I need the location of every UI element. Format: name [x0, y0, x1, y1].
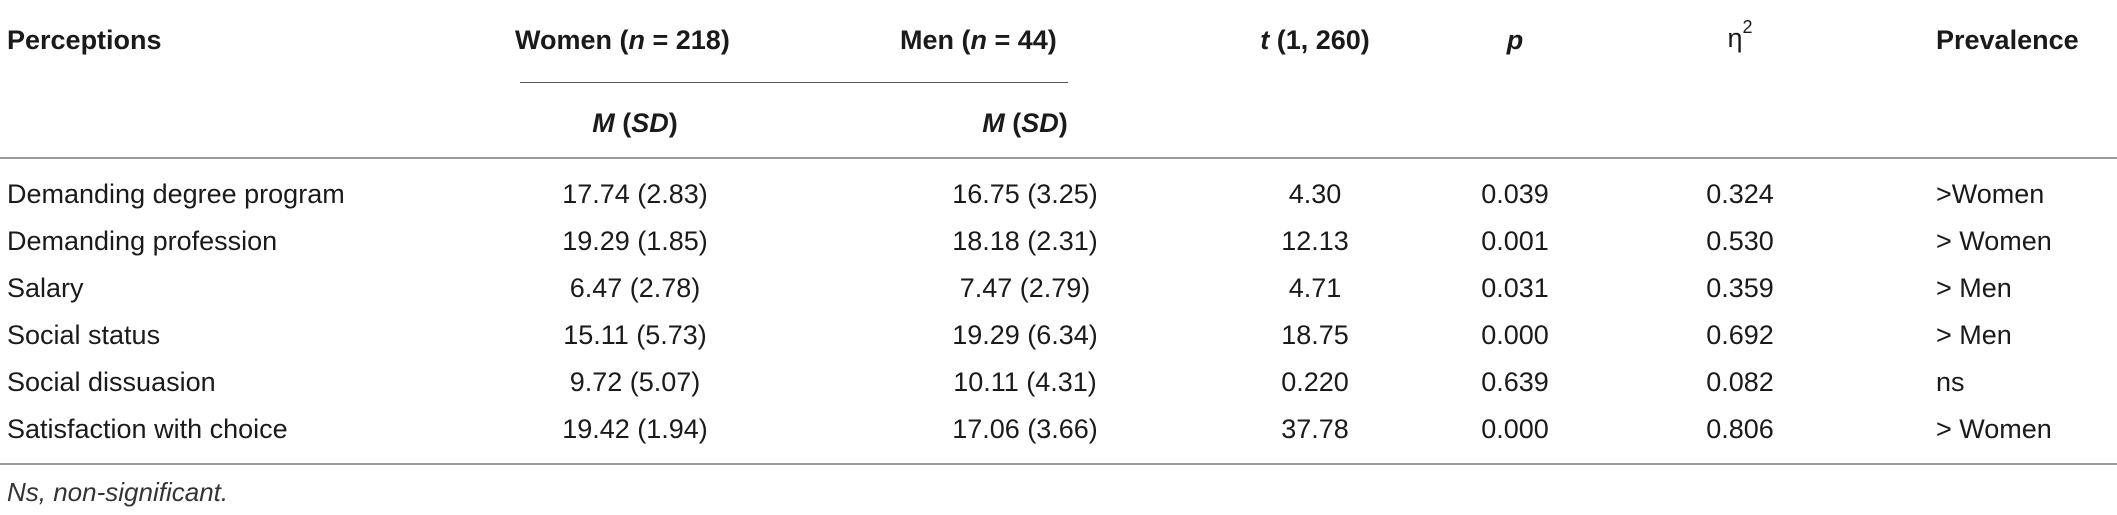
row-p: 0.039: [1481, 179, 1549, 209]
row-perception: Demanding degree program: [7, 179, 345, 209]
row-prevalence: > Men: [1936, 320, 2012, 350]
row-p: 0.000: [1481, 320, 1549, 350]
row-women: 17.74 (2.83): [562, 179, 708, 209]
row-men: 17.06 (3.66): [952, 414, 1098, 444]
row-t: 37.78: [1281, 414, 1349, 444]
row-eta2: 0.324: [1706, 179, 1774, 209]
row-t: 4.30: [1288, 179, 1342, 209]
header-p: p: [1506, 25, 1524, 55]
row-men: 10.11 (4.31): [953, 367, 1097, 397]
row-eta2: 0.692: [1706, 320, 1774, 350]
row-perception: Social dissuasion: [7, 367, 216, 397]
table-footnote: Ns, non-significant.: [7, 477, 229, 507]
row-t: 0.220: [1281, 367, 1349, 397]
row-p: 0.031: [1481, 273, 1549, 303]
row-eta2: 0.530: [1706, 226, 1774, 256]
row-women: 19.42 (1.94): [562, 414, 708, 444]
row-men: 18.18 (2.31): [952, 226, 1098, 256]
row-women: 15.11 (5.73): [563, 320, 707, 350]
row-p: 0.001: [1481, 226, 1549, 256]
row-prevalence: > Women: [1936, 414, 2052, 444]
header-prevalence: Prevalence: [1936, 25, 2079, 55]
row-p: 0.639: [1481, 367, 1549, 397]
row-t: 18.75: [1281, 320, 1349, 350]
row-women: 6.47 (2.78): [569, 273, 701, 303]
row-prevalence: > Women: [1936, 226, 2052, 256]
row-eta2: 0.359: [1706, 273, 1774, 303]
row-men: 19.29 (6.34): [952, 320, 1098, 350]
header-t: t (1, 260): [1260, 25, 1370, 55]
row-prevalence: ns: [1936, 367, 1965, 397]
row-women: 9.72 (5.07): [569, 367, 701, 397]
row-eta2: 0.082: [1706, 367, 1774, 397]
row-men: 16.75 (3.25): [952, 179, 1098, 209]
row-p: 0.000: [1481, 414, 1549, 444]
row-t: 4.71: [1288, 273, 1342, 303]
row-women: 19.29 (1.85): [562, 226, 708, 256]
row-prevalence: >Women: [1936, 179, 2045, 209]
header-women: Women (n = 218): [515, 25, 730, 55]
header-eta-squared: η2: [1727, 17, 1753, 53]
header-men: Men (n = 44): [900, 25, 1057, 55]
subheader-men-msd: M (SD): [982, 108, 1068, 138]
header-perceptions: Perceptions: [7, 25, 162, 55]
row-perception: Salary: [7, 273, 84, 303]
header-rule: [0, 157, 2117, 159]
row-eta2: 0.806: [1706, 414, 1774, 444]
row-perception: Satisfaction with choice: [7, 414, 288, 444]
row-perception: Social status: [7, 320, 161, 350]
group-underline: [520, 82, 1068, 83]
row-men: 7.47 (2.79): [959, 273, 1091, 303]
row-prevalence: > Men: [1936, 273, 2012, 303]
subheader-women-msd: M (SD): [592, 108, 678, 138]
row-perception: Demanding profession: [7, 226, 278, 256]
bottom-rule: [0, 463, 2117, 465]
row-t: 12.13: [1281, 226, 1349, 256]
